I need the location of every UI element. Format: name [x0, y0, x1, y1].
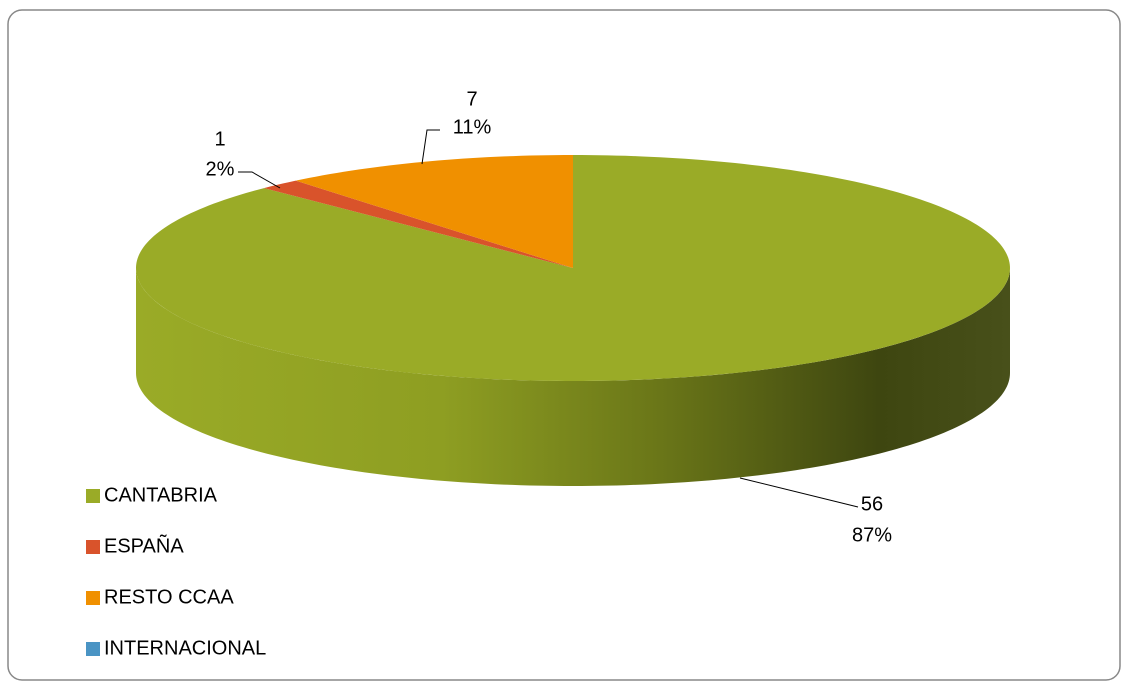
pie-side [136, 268, 1010, 486]
data-label-percent: 2% [206, 158, 235, 180]
data-label-value: 7 [466, 88, 477, 110]
data-label-percent: 11% [453, 116, 492, 138]
pie-slice [136, 155, 1010, 381]
leader-line [739, 477, 859, 508]
leader-line [238, 171, 281, 189]
data-label-value: 1 [214, 128, 225, 150]
pie-slice [295, 155, 573, 268]
legend-swatch [86, 591, 100, 605]
data-label-value: 56 [861, 493, 883, 515]
pie-slice [263, 180, 573, 268]
legend-label: RESTO CCAA [104, 586, 234, 608]
leader-line [421, 129, 440, 165]
legend-swatch [86, 642, 100, 656]
legend-label: CANTABRIA [104, 484, 218, 506]
legend: CANTABRIA ESPAÑA RESTO CCAA INTERNACIONAL [86, 484, 266, 659]
legend-label: ESPAÑA [104, 533, 184, 557]
data-label-percent: 87% [852, 524, 892, 546]
legend-swatch [86, 540, 100, 554]
pie: 56 87% 1 2% 7 11% [136, 88, 1010, 546]
legend-swatch [86, 489, 100, 503]
legend-label: INTERNACIONAL [104, 637, 266, 659]
